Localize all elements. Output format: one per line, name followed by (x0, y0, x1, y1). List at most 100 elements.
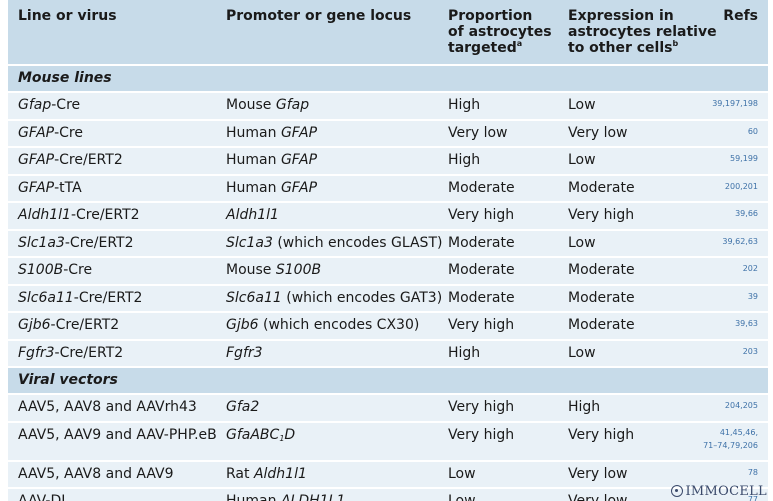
cell-promoter: Fgfr3 (226, 341, 263, 366)
promoter-gene: GFAP (280, 124, 318, 141)
line-suffix: -Cre (51, 97, 81, 113)
promoter-species: Human (226, 493, 281, 501)
cell-proportion: Moderate (448, 289, 515, 306)
immocell-logo-icon (671, 485, 684, 497)
cell-line-or-virus: GFAP-Cre/ERT2 (18, 148, 123, 173)
header-line-or-virus: Line or virus (18, 8, 117, 24)
cell-promoter: Slc6a11 (which encodes GAT3) (226, 286, 442, 311)
mouse-lines-body: Gfap-Cre Mouse Gfap High Low 39,197,198 GFAP-… (8, 91, 768, 366)
cell-line-or-virus: AAV5, AAV8 and AAVrh43 (18, 399, 197, 415)
table-row: AAV-DJ Human ALDH1L1 Low Very low 77 (8, 487, 768, 501)
promoter-species: Human (226, 152, 281, 168)
line-suffix: -Cre/ERT2 (73, 289, 143, 306)
cell-promoter: Human GFAP (226, 121, 317, 146)
promoter-species: Mouse (226, 97, 276, 113)
table-row: AAV5, AAV9 and AAV-PHP.eB GfaABC1D Very hi… (8, 420, 768, 460)
promoter-gene: Slc1a3 (226, 234, 273, 251)
line-gene-name: Fgfr3 (18, 344, 55, 361)
header-refs: Refs (723, 8, 758, 24)
promoter-gene: GFAP (280, 152, 318, 168)
table-row: Fgfr3-Cre/ERT2 Fgfr3 High Low 203 (8, 338, 768, 366)
header-proportion-line1: Proportion (448, 8, 533, 24)
promoter-gene: GFAP (280, 179, 318, 196)
promoter-gene: Aldh1l1 (226, 207, 279, 223)
refs-line1: 77 (747, 495, 758, 501)
promoter-note: (which encodes GAT3) (281, 289, 443, 306)
cell-line-or-virus: Aldh1l1-Cre/ERT2 (18, 203, 140, 228)
promoter-gene: Fgfr3 (226, 344, 263, 361)
cell-refs: 39,63 (735, 319, 758, 328)
header-expression-footnote-mark: b (672, 39, 679, 48)
line-gene-name: Gfap (18, 97, 52, 113)
cell-line-or-virus: Slc1a3-Cre/ERT2 (18, 231, 134, 256)
cell-line-or-virus: GFAP-Cre (18, 121, 83, 146)
cell-expression: Moderate (568, 262, 635, 278)
promoter-gene: Gjb6 (226, 317, 259, 333)
line-gene-name: GFAP (18, 124, 55, 141)
cell-expression: Very high (568, 207, 635, 223)
cell-promoter: Human GFAP (226, 176, 317, 201)
line-gene-name: Aldh1l1 (18, 207, 71, 223)
header-proportion-line3: targeted (448, 40, 517, 56)
cell-promoter: Mouse Gfap (226, 93, 309, 118)
promoter-note: (which encodes CX30) (258, 317, 420, 333)
line-gene-name: GFAP (18, 179, 55, 196)
table-row: GFAP-Cre Human GFAP Very low Very low 60 (8, 118, 768, 146)
immocell-watermark: IMMOCELL (671, 484, 767, 499)
table-header: Line or virus Promoter or gene locus Pro… (8, 0, 768, 64)
cell-refs: 77 (638, 493, 758, 501)
cell-promoter: Gjb6 (which encodes CX30) (226, 313, 419, 338)
cell-expression: Moderate (568, 317, 635, 333)
header-promoter: Promoter or gene locus (226, 8, 412, 24)
cell-proportion: Moderate (448, 179, 515, 196)
table-row: Slc1a3-Cre/ERT2 Slc1a3 (which encodes GLA… (8, 228, 768, 256)
cell-refs: 60 (747, 126, 758, 136)
cell-refs: 41,45,46, 71–74,79,206 (638, 426, 758, 452)
table-row: AAV5, AAV8 and AAVrh43 Gfa2 Very high High 2… (8, 393, 768, 421)
watermark-text: IMMOCELL (685, 484, 767, 499)
promoter-gene: Aldh1l1 (253, 465, 307, 482)
promoter-species: Human (226, 124, 281, 141)
refs-line1: 41,45,46, (719, 427, 758, 437)
cell-proportion: Very high (448, 317, 515, 333)
cell-proportion: Moderate (448, 262, 515, 278)
cell-refs: 78 (638, 466, 758, 479)
cell-expression: Very high (568, 426, 635, 443)
cell-promoter: Gfa2 (226, 395, 259, 420)
promoter-note: (which encodes GLAST) (272, 234, 443, 251)
cell-proportion: Very low (448, 124, 508, 141)
line-suffix: -Cre/ERT2 (64, 234, 134, 251)
cell-line-or-virus: S100B-Cre (18, 258, 92, 283)
table-row: S100B-Cre Mouse S100B Moderate Moderate 202 (8, 256, 768, 284)
cell-proportion: Very high (448, 399, 515, 415)
line-gene-name: Gjb6 (18, 317, 51, 333)
cell-expression: Very low (568, 493, 628, 501)
cell-line-or-virus: Slc6a11-Cre/ERT2 (18, 286, 142, 311)
cell-expression: Moderate (568, 179, 635, 196)
cell-line-or-virus: AAV5, AAV8 and AAV9 (18, 465, 174, 482)
table-row: Gfap-Cre Mouse Gfap High Low 39,197,198 (8, 91, 768, 119)
cell-proportion: High (448, 152, 481, 168)
table-row: Slc6a11-Cre/ERT2 Slc6a11 (which encodes G… (8, 283, 768, 311)
promoter-gene-suffix: D (284, 426, 296, 443)
cell-refs: 203 (742, 346, 758, 356)
cell-promoter: Slc1a3 (which encodes GLAST) (226, 231, 442, 256)
cell-proportion: Low (448, 493, 476, 501)
cell-refs: 39,197,198 (712, 99, 758, 108)
header-expression-line1: Expression in (568, 8, 674, 24)
promoter-gene: Gfa2 (226, 399, 260, 415)
cell-refs: 202 (742, 264, 758, 273)
cell-expression: Very low (568, 124, 628, 141)
promoter-gene: ALDH1L1 (280, 493, 346, 501)
cell-proportion: Low (448, 465, 476, 482)
line-suffix: -Cre (63, 262, 93, 278)
table-row: Aldh1l1-Cre/ERT2 Aldh1l1 Very high Very hig… (8, 201, 768, 229)
promoter-gene: GfaABC (226, 426, 280, 443)
cell-refs: 59,199 (730, 154, 758, 163)
line-gene-name: GFAP (18, 152, 55, 168)
cell-expression: Low (568, 97, 596, 113)
cell-expression: Moderate (568, 289, 635, 306)
table-row: GFAP-tTA Human GFAP Moderate Moderate 200,20… (8, 173, 768, 201)
refs-line1: 78 (747, 467, 758, 477)
table-row: AAV5, AAV8 and AAV9 Rat Aldh1l1 Low Very lo… (8, 459, 768, 487)
